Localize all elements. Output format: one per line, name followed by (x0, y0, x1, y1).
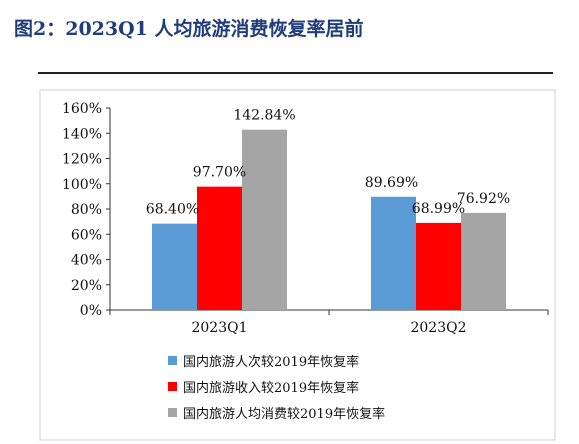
y-tick-label: 160% (62, 101, 102, 117)
y-tick-label: 40% (71, 253, 102, 269)
bar (371, 196, 416, 310)
legend: 国内旅游人次较2019年恢复率国内旅游收入较2019年恢复率国内旅游人均消费较2… (168, 354, 385, 422)
x-category-label: 2023Q2 (410, 320, 466, 336)
data-label: 68.99% (412, 201, 465, 217)
title-divider (38, 72, 553, 74)
bar (242, 129, 287, 310)
x-axis: 2023Q1 2023Q2 (109, 309, 549, 336)
legend-swatch (168, 356, 177, 365)
y-tick-label: 60% (71, 227, 102, 243)
x-category-label: 2023Q1 (191, 320, 247, 336)
data-label: 89.69% (365, 175, 418, 191)
y-tick-label: 0% (80, 303, 102, 319)
bar (152, 223, 197, 310)
bar (416, 222, 461, 310)
bar (461, 212, 506, 310)
data-label: 142.84% (233, 108, 295, 124)
y-axis: 0% 20% 40% 60% 80% 100% 120% 140% 160% (62, 101, 111, 319)
data-labels: 68.40% 97.70% 142.84% 89.69% 68.99%76.92% (146, 108, 510, 218)
bar (197, 186, 242, 310)
y-tick-label: 140% (62, 126, 102, 142)
chart-border (39, 89, 556, 441)
data-label: 97.70% (193, 165, 246, 181)
legend-swatch (168, 408, 177, 417)
legend-label: 国内旅游收入较2019年恢复率 (183, 380, 359, 396)
legend-swatch (168, 382, 177, 391)
y-tick-label: 20% (71, 278, 102, 294)
legend-label: 国内旅游人均消费较2019年恢复率 (183, 406, 385, 422)
y-tick-label: 100% (62, 177, 102, 193)
chart-title: 图2：2023Q1 人均旅游消费恢复率居前 (14, 18, 364, 40)
data-label: 76.92% (457, 191, 510, 207)
data-label: 68.40% (146, 202, 199, 218)
y-tick-label: 120% (62, 152, 102, 168)
y-tick-label: 80% (71, 202, 102, 218)
bars (152, 129, 506, 310)
legend-label: 国内旅游人次较2019年恢复率 (183, 354, 359, 370)
